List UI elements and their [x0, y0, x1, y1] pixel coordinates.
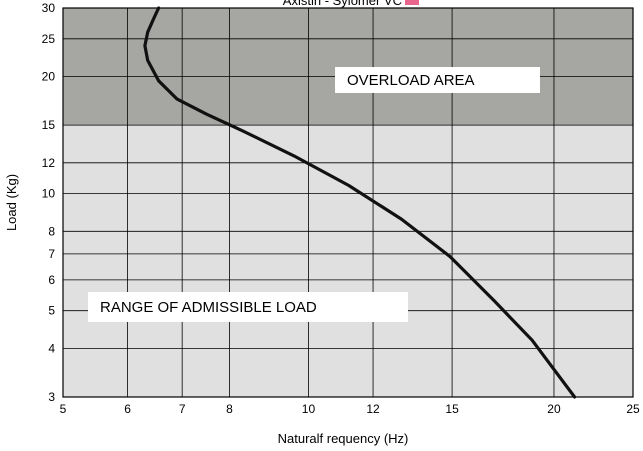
y-axis-label: Load (Kg): [4, 174, 19, 231]
y-tick-label: 4: [48, 341, 55, 355]
title-color-swatch: [405, 0, 419, 5]
region-label-box: [335, 67, 540, 93]
x-tick-label: 8: [226, 402, 233, 416]
y-tick-labels: 3 4 5 6 7 8 10 12 15 20 25 30: [42, 1, 56, 404]
region-label: OVERLOAD AREA: [347, 72, 475, 89]
y-tick-label: 30: [42, 1, 56, 15]
region-label: RANGE OF ADMISSIBLE LOAD: [100, 299, 317, 316]
region-band: [63, 8, 633, 126]
x-tick-label: 15: [445, 402, 459, 416]
x-tick-label: 25: [626, 402, 640, 416]
x-tick-label: 6: [124, 402, 131, 416]
region-label-box: [88, 292, 408, 322]
x-tick-label: 20: [547, 402, 561, 416]
x-tick-labels: 5 6 7 8 10 12 15 20 25: [60, 402, 640, 416]
x-tick-label: 7: [179, 402, 186, 416]
y-tick-label: 12: [42, 156, 56, 170]
series-line: [143, 6, 577, 399]
chart-title: Axistin - Sylomer VC: [283, 0, 402, 8]
y-tick-label: 5: [48, 304, 55, 318]
region-layer: [63, 8, 633, 397]
x-tick-label: 5: [60, 402, 67, 416]
region-label-layer: OVERLOAD AREA RANGE OF ADMISSIBLE LOAD: [88, 67, 540, 322]
y-tick-label: 25: [42, 32, 56, 46]
x-axis-label: Naturalf requency (Hz): [278, 431, 409, 446]
y-tick-label: 20: [42, 69, 56, 83]
y-tick-label: 7: [48, 247, 55, 261]
x-tick-label: 12: [366, 402, 380, 416]
plot-border: [62, 7, 634, 398]
y-tick-label: 15: [42, 118, 56, 132]
region-band: [63, 125, 633, 397]
x-tick-label: 10: [302, 402, 316, 416]
y-tick-label: 3: [48, 390, 55, 404]
y-tick-label: 10: [42, 187, 56, 201]
chart-title-group: Axistin - Sylomer VC: [283, 0, 419, 8]
series-layer: [143, 6, 577, 399]
y-tick-label: 8: [48, 224, 55, 238]
y-tick-label: 6: [48, 273, 55, 287]
